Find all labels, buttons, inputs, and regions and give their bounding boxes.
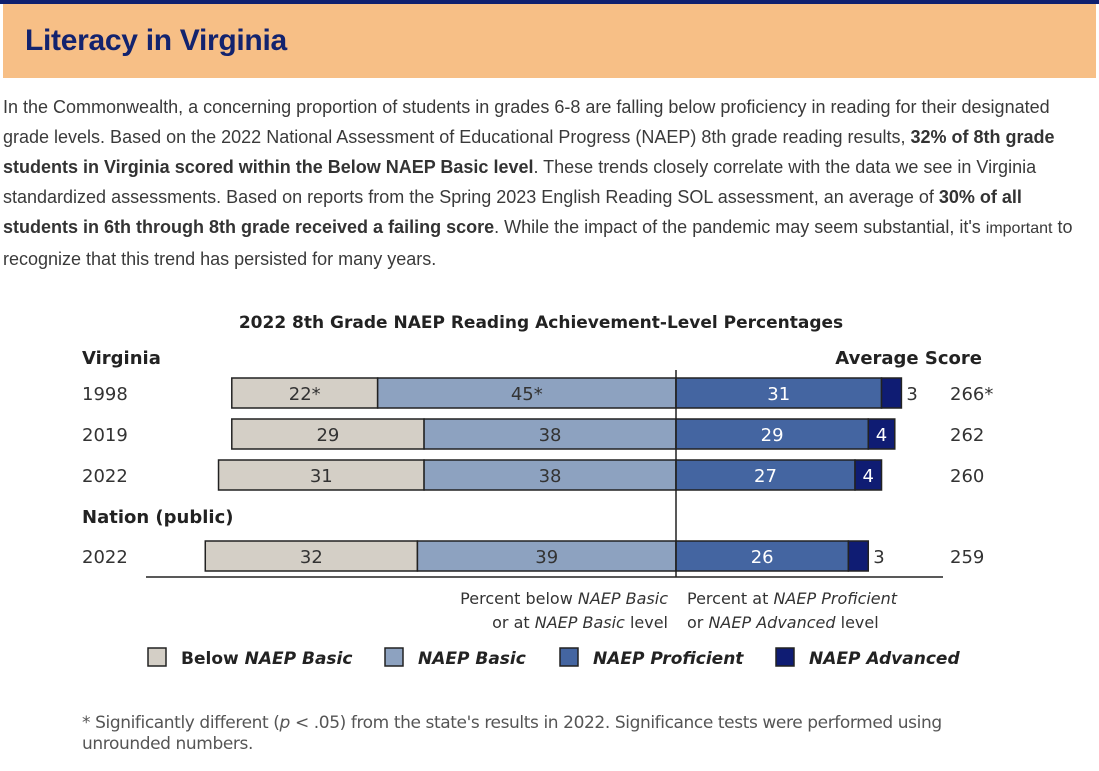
label-proficient: 31 bbox=[767, 384, 790, 405]
bar-advanced bbox=[867, 418, 896, 450]
bar-advanced bbox=[880, 377, 903, 409]
row-year-label: 2022 bbox=[82, 466, 128, 487]
footnote-text-after: < .05) from the state's results in 2022.… bbox=[82, 713, 942, 754]
label-advanced: 3 bbox=[873, 547, 884, 568]
page-header: Literacy in Virginia bbox=[3, 4, 1096, 78]
average-score-value: 259 bbox=[950, 547, 984, 568]
intro-text: . While the impact of the pandemic may s… bbox=[494, 217, 986, 237]
intro-paragraph: In the Commonwealth, a concerning propor… bbox=[3, 92, 1098, 274]
naep-chart: 2022 8th Grade NAEP Reading Achievement-… bbox=[82, 313, 993, 669]
group-label: Virginia bbox=[82, 348, 161, 369]
average-score-value: 266* bbox=[950, 384, 993, 405]
label-below-basic: 29 bbox=[316, 425, 339, 446]
label-basic: 38 bbox=[539, 466, 562, 487]
bar-basic bbox=[416, 540, 677, 572]
top-accent-bar bbox=[0, 0, 1099, 4]
legend-label-proficient: NAEP Proficient bbox=[593, 649, 744, 669]
label-advanced: 4 bbox=[876, 425, 887, 446]
label-proficient: 27 bbox=[754, 466, 777, 487]
label-advanced: 4 bbox=[863, 466, 874, 487]
row-year-label: 1998 bbox=[82, 384, 128, 405]
bar-proficient bbox=[675, 377, 883, 409]
label-basic: 45* bbox=[511, 384, 543, 405]
intro-highlight: 32% of 8th grade students in Virginia sc… bbox=[3, 127, 1055, 177]
label-proficient: 26 bbox=[751, 547, 774, 568]
bar-basic bbox=[423, 418, 677, 450]
label-advanced: 3 bbox=[906, 384, 917, 405]
average-score-header: Average Score bbox=[835, 348, 982, 369]
bar-proficient bbox=[675, 540, 850, 572]
label-below-basic: 22* bbox=[289, 384, 321, 405]
legend-swatch-basic bbox=[384, 647, 404, 667]
axis-caption-right: Percent at NAEP Proficient bbox=[687, 589, 898, 608]
intro-text: important bbox=[985, 220, 1053, 237]
group-label: Nation (public) bbox=[82, 507, 233, 528]
label-basic: 39 bbox=[535, 547, 558, 568]
axis-caption-right: or NAEP Advanced level bbox=[687, 613, 879, 632]
average-score-value: 260 bbox=[950, 466, 984, 487]
average-score-value: 262 bbox=[950, 425, 984, 446]
page-title: Literacy in Virginia bbox=[25, 24, 287, 57]
legend-swatch-proficient bbox=[559, 647, 579, 667]
intro-text: to recognize that this trend has persist… bbox=[3, 217, 1073, 269]
intro-text: . These trends closely correlate with th… bbox=[3, 157, 1037, 207]
legend-label-advanced: NAEP Advanced bbox=[809, 649, 960, 669]
footnote-p-italic: p bbox=[279, 713, 291, 733]
footnote-marker: * bbox=[82, 713, 91, 733]
row-year-label: 2019 bbox=[82, 425, 128, 446]
bar-below-basic bbox=[231, 377, 379, 409]
label-below-basic: 31 bbox=[310, 466, 333, 487]
legend-label-basic: NAEP Basic bbox=[418, 649, 526, 669]
chart-title: 2022 8th Grade NAEP Reading Achievement-… bbox=[239, 313, 843, 333]
bar-advanced bbox=[847, 540, 870, 572]
footnote: * Significantly different (p < .05) from… bbox=[82, 713, 982, 755]
axis-caption-left: or at NAEP Basic level bbox=[492, 613, 668, 632]
bar-advanced bbox=[854, 459, 883, 491]
intro-text: In the Commonwealth, a concerning propor… bbox=[3, 97, 1050, 147]
legend-swatch-below-basic bbox=[147, 647, 167, 667]
legend-swatch-advanced bbox=[775, 647, 795, 667]
footnote-text-before: Significantly different ( bbox=[95, 713, 280, 733]
axis-caption-left: Percent below NAEP Basic bbox=[460, 589, 668, 608]
intro-highlight: 30% of all students in 6th through 8th g… bbox=[3, 187, 1022, 237]
row-year-label: 2022 bbox=[82, 547, 128, 568]
label-below-basic: 32 bbox=[300, 547, 323, 568]
bar-basic bbox=[423, 459, 677, 491]
legend-label-below-basic: Below NAEP Basic bbox=[181, 649, 352, 669]
label-proficient: 29 bbox=[761, 425, 784, 446]
label-basic: 38 bbox=[539, 425, 562, 446]
